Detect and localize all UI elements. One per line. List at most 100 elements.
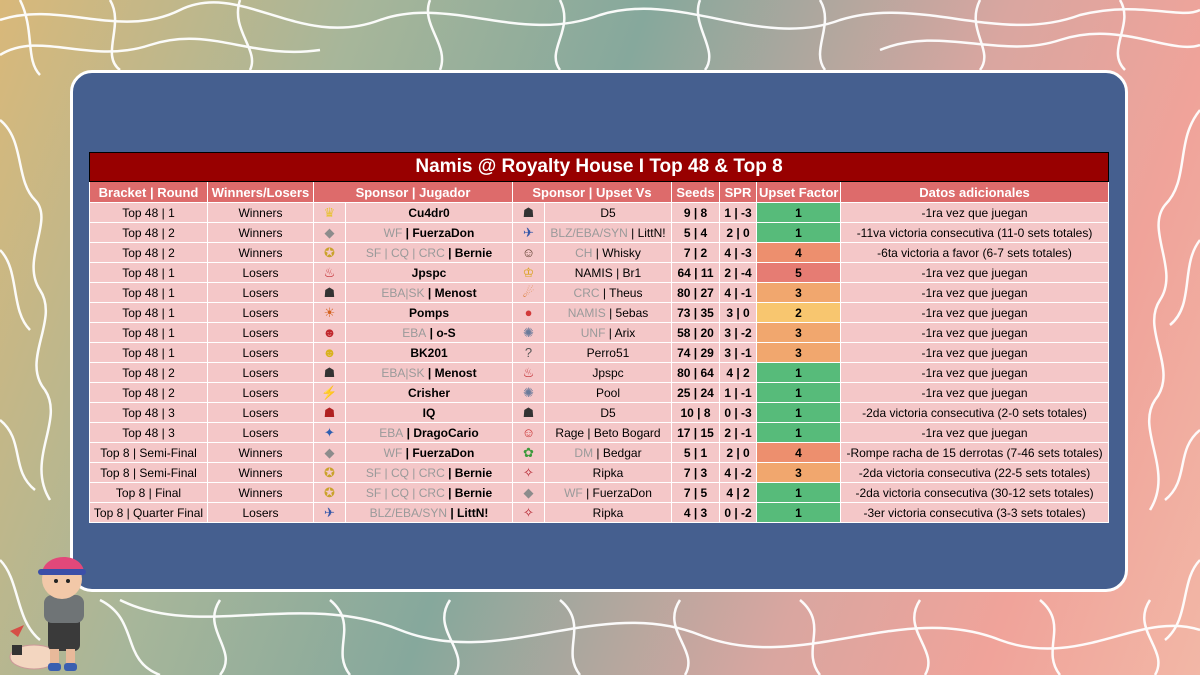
lucario-icon: ✦: [324, 424, 335, 440]
seeds-cell: 7 | 3: [671, 462, 720, 483]
table-row: Top 8 | Quarter Final Losers ✈ BLZ/EBA/SYN …: [89, 502, 1110, 523]
header-datos-adicionales: Datos adicionales: [839, 181, 1110, 203]
seeds-cell: 74 | 29: [671, 342, 720, 363]
info-cell: -1ra vez que juegan: [839, 282, 1110, 303]
info-cell: -2da victoria consecutiva (22-5 sets tot…: [839, 462, 1110, 483]
bracket-round-cell: Top 48 | 2: [89, 362, 208, 383]
player-character-icon-cell: ♛: [313, 202, 346, 223]
sephiroth-icon: ✧: [523, 464, 534, 480]
bracket-round-cell: Top 48 | 1: [89, 282, 208, 303]
player-cell: EBA|SK | Menost: [345, 362, 513, 383]
wolf-icon: ✺: [523, 384, 534, 400]
results-table: Namis @ Royalty House I Top 48 & Top 8 B…: [88, 152, 1110, 523]
bracket-round-cell: Top 8 | Semi-Final: [89, 442, 208, 463]
opponent-cell: Ripka: [544, 462, 672, 483]
opponent-cell: Ripka: [544, 502, 672, 523]
separator: |: [402, 445, 413, 460]
opponent-cell: WF | FuerzaDon: [544, 482, 672, 503]
hero-icon: ✪: [324, 464, 335, 480]
player-name: LittN!: [457, 505, 489, 520]
sponsor-tag: UNF: [580, 325, 606, 340]
spr-cell: 4 | 2: [719, 362, 757, 383]
seeds-cell: 10 | 8: [671, 402, 720, 423]
seeds-cell: 17 | 15: [671, 422, 720, 443]
bracket-round-cell: Top 48 | 2: [89, 242, 208, 263]
table-row: Top 8 | Semi-Final Winners ◆ WF | FuerzaDon…: [89, 442, 1110, 463]
player-name: Ripka: [592, 505, 624, 520]
header-sponsor-upset-vs: Sponsor | Upset Vs: [512, 181, 672, 203]
seeds-cell: 80 | 64: [671, 362, 720, 383]
seeds-cell: 9 | 8: [671, 202, 720, 223]
winners-losers-cell: Losers: [207, 422, 314, 443]
info-cell: -11va victoria consecutiva (11-0 sets to…: [839, 222, 1110, 243]
opponent-cell: CH | Whisky: [544, 242, 672, 263]
bracket-round-cell: Top 48 | 1: [89, 322, 208, 343]
player-character-icon-cell: ◆: [313, 222, 346, 243]
player-name: Bernie: [454, 465, 493, 480]
info-cell: -2da victoria consecutiva (2-0 sets tota…: [839, 402, 1110, 423]
king-icon: ♔: [522, 264, 535, 280]
player-character-icon-cell: ⚡: [313, 382, 346, 403]
sponsor-tag: EBA|SK: [381, 365, 425, 380]
seeds-cell: 5 | 1: [671, 442, 720, 463]
opponent-cell: Perro51: [544, 342, 672, 363]
upset-factor-cell: 1: [756, 382, 841, 403]
table-row: Top 48 | 1 Losers ☀ Pomps ● NAMIS | 5ebas 73 |…: [89, 302, 1110, 323]
player-cell: SF | CQ | CRC | Bernie: [345, 482, 513, 503]
opponent-character-icon-cell: ☗: [512, 402, 545, 423]
winners-losers-cell: Losers: [207, 262, 314, 283]
upset-factor-cell: 4: [756, 442, 841, 463]
separator: |: [444, 465, 455, 480]
bracket-round-cell: Top 48 | 3: [89, 422, 208, 443]
header-winners-losers: Winners/Losers: [207, 181, 314, 203]
opponent-character-icon-cell: ✺: [512, 382, 545, 403]
ryu-icon: ☗: [323, 404, 336, 420]
separator: |: [593, 445, 603, 460]
player-cell: SF | CQ | CRC | Bernie: [345, 242, 513, 263]
player-name: Theus: [609, 285, 643, 300]
bowser-icon: ☀: [323, 304, 336, 320]
player-name: Jpspc: [592, 365, 624, 380]
player-cell: Jpspc: [345, 262, 513, 283]
player-cell: Crisher: [345, 382, 513, 403]
player-character-icon-cell: ☀: [313, 302, 346, 323]
bracket-round-cell: Top 48 | 1: [89, 202, 208, 223]
falco-icon: ✈: [523, 224, 534, 240]
spr-cell: 1 | -1: [719, 382, 757, 403]
kirby-icon: ●: [524, 304, 533, 320]
opponent-character-icon-cell: ☺: [512, 242, 545, 263]
separator: |: [444, 245, 455, 260]
info-cell: -2da victoria consecutiva (30-12 sets to…: [839, 482, 1110, 503]
mii-icon: ☺: [521, 244, 536, 260]
info-cell: -1ra vez que juegan: [839, 362, 1110, 383]
upset-factor-cell: 3: [756, 322, 841, 343]
corrin-icon: ◆: [324, 224, 335, 240]
hero-icon: ✪: [324, 484, 335, 500]
upset-factor-cell: 1: [756, 422, 841, 443]
header-upset-factor: Upset Factor: [756, 181, 841, 203]
player-name: FuerzaDon: [412, 445, 475, 460]
player-cell: BLZ/EBA/SYN | LittN!: [345, 502, 513, 523]
seeds-cell: 7 | 5: [671, 482, 720, 503]
bracket-round-cell: Top 48 | 3: [89, 402, 208, 423]
bracket-round-cell: Top 48 | 1: [89, 342, 208, 363]
winners-losers-cell: Losers: [207, 502, 314, 523]
upset-factor-cell: 1: [756, 482, 841, 503]
player-name: D5: [600, 405, 616, 420]
spr-cell: 2 | -4: [719, 262, 757, 283]
upset-factor-cell: 5: [756, 262, 841, 283]
seeds-cell: 64 | 11: [671, 262, 720, 283]
spr-cell: 3 | -1: [719, 342, 757, 363]
upset-factor-cell: 4: [756, 242, 841, 263]
player-character-icon-cell: ☻: [313, 342, 346, 363]
seeds-cell: 80 | 27: [671, 282, 720, 303]
ness-character-icon: [9, 556, 86, 671]
bracket-round-cell: Top 8 | Final: [89, 482, 208, 503]
pikachu-icon: ⚡: [321, 384, 338, 400]
player-name: 5ebas: [615, 305, 649, 320]
table-row: Top 48 | 2 Losers ⚡ Crisher ✺ Pool 25 | 24 1 | …: [89, 382, 1110, 403]
hero-icon: ✪: [324, 244, 335, 260]
player-name: NAMIS | Br1: [574, 265, 642, 280]
